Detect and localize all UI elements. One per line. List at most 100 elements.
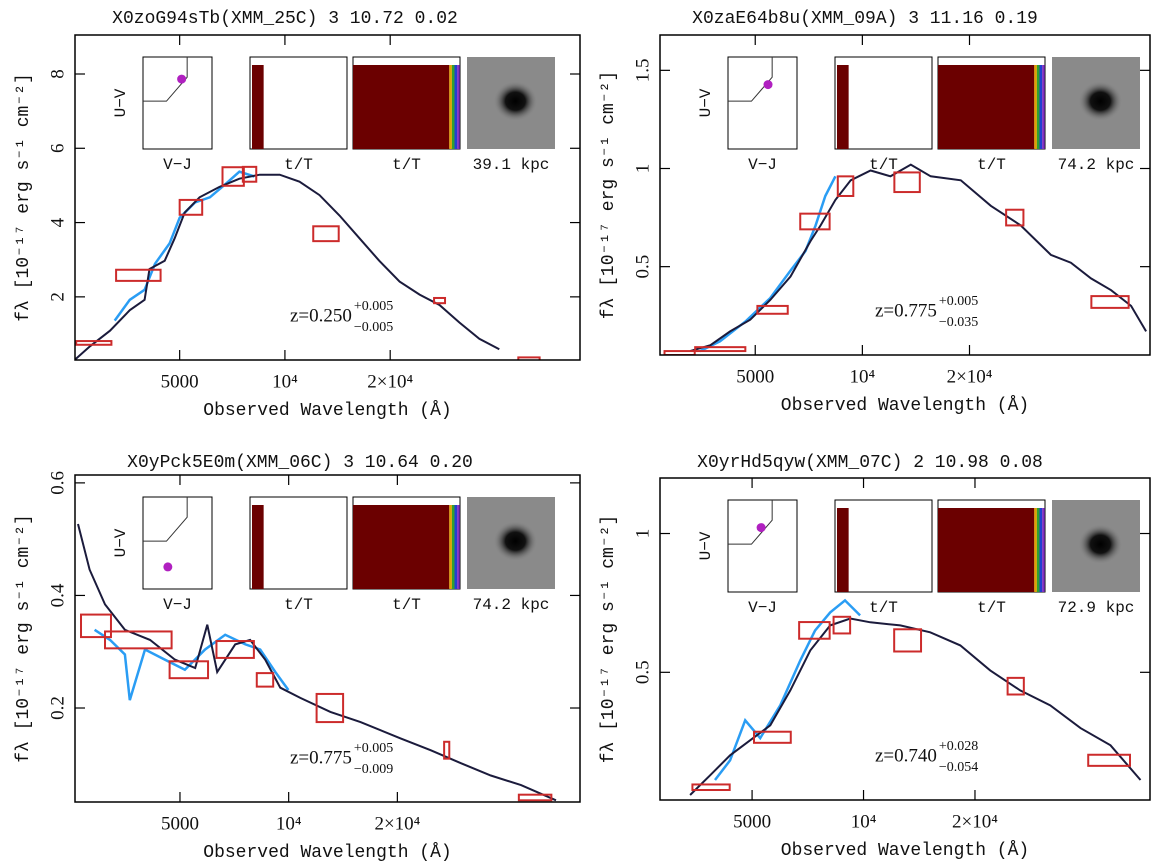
y-tick-label: 0.5 xyxy=(632,255,653,279)
plot-frame xyxy=(659,34,1151,356)
redshift-lower: −0.009 xyxy=(354,762,393,777)
sfh-inset xyxy=(249,496,348,590)
cum-stripe xyxy=(457,65,460,149)
panel: U−V V−J t/T t/T 39.1 kpc 5000 10⁴ 2×10⁴ 2 4 6 8 X0zo… xyxy=(14,9,581,421)
x-tick-label: 2×10⁴ xyxy=(952,811,998,832)
photometry-box xyxy=(315,692,345,724)
galaxy-blob xyxy=(493,81,538,122)
sfh-x-label: t/T xyxy=(284,156,313,174)
cum-stripe xyxy=(1042,508,1045,592)
sfh-x-label: t/T xyxy=(869,599,898,617)
photometry-box xyxy=(443,740,451,760)
photometry-box xyxy=(75,340,113,346)
redshift-upper: +0.005 xyxy=(354,299,393,314)
cum-stripe xyxy=(454,505,458,589)
plot-frame xyxy=(74,34,581,361)
photometry-box xyxy=(433,296,447,305)
photometry-box xyxy=(104,630,173,650)
y-axis-label: fλ [10⁻¹⁷ erg s⁻¹ cm⁻²] xyxy=(14,514,34,763)
model-line xyxy=(77,523,557,802)
y-tick-label: 0.2 xyxy=(47,696,68,720)
sfh-x-label: t/T xyxy=(869,156,898,174)
y-tick-label: 8 xyxy=(47,69,68,79)
y-tick-label: 0.5 xyxy=(632,660,653,684)
uvj-inset xyxy=(142,496,213,590)
photometry-box xyxy=(799,212,831,231)
x-tick-label: 5000 xyxy=(161,371,199,392)
size-label: 74.2 kpc xyxy=(473,596,550,614)
uvj-y-label: U−V xyxy=(112,528,130,557)
cum-stripe xyxy=(454,65,458,149)
plot-frame xyxy=(659,477,1151,801)
uvj-x-label: V−J xyxy=(748,156,777,174)
y-tick-label: 4 xyxy=(47,217,68,227)
chart-title: X0zoG94sTb(XMM_25C) 3 10.72 0.02 xyxy=(112,9,458,29)
cum-stripe xyxy=(449,65,452,149)
redshift-upper: +0.005 xyxy=(354,741,393,756)
redshift-label: z=0.775 xyxy=(875,300,937,321)
photometry-box xyxy=(255,672,275,688)
x-axis-label: Observed Wavelength (Å) xyxy=(203,842,451,863)
chart-title: X0yPck5E0m(XMM_06C) 3 10.64 0.20 xyxy=(127,453,473,473)
photometry-box xyxy=(178,198,204,216)
photometry-box xyxy=(756,304,789,315)
sfh-inset xyxy=(249,56,348,150)
uvj-boundary xyxy=(143,497,188,542)
y-tick-label: 0.4 xyxy=(47,583,68,607)
chart-title: X0yrHd5qyw(XMM_07C) 2 10.98 0.08 xyxy=(697,453,1043,473)
cum-stripe xyxy=(1034,65,1037,149)
cum-stripe xyxy=(1039,65,1043,149)
redshift-label: z=0.250 xyxy=(290,305,352,326)
uvj-y-label: U−V xyxy=(697,531,715,560)
sfh-fill xyxy=(252,505,264,589)
redshift-lower: −0.005 xyxy=(354,320,393,335)
plot-area xyxy=(689,598,1142,796)
photometry-box xyxy=(1087,753,1131,767)
panel: U−V V−J t/T t/T 72.9 kpc 5000 10⁴ 2×10⁴ 0.5 1 X0yr… xyxy=(599,453,1151,861)
cum-stripe xyxy=(1036,65,1040,149)
uvj-inset xyxy=(142,56,213,150)
x-tick-label: 2×10⁴ xyxy=(947,366,993,387)
y-axis-label: fλ [10⁻¹⁷ erg s⁻¹ cm⁻²] xyxy=(599,71,619,320)
x-tick-label: 2×10⁴ xyxy=(367,371,413,392)
x-tick-label: 5000 xyxy=(161,813,199,834)
cum-stripe xyxy=(451,505,455,589)
size-label: 72.9 kpc xyxy=(1058,599,1135,617)
model-line xyxy=(689,617,1142,796)
uvj-point xyxy=(177,74,187,84)
y-tick-label: 1.5 xyxy=(632,58,653,82)
uvj-inset xyxy=(727,499,798,593)
photometry-box xyxy=(694,346,747,353)
cum-fill xyxy=(938,65,1035,149)
x-axis-label: Observed Wavelength (Å) xyxy=(203,400,451,421)
cum-x-label: t/T xyxy=(392,596,421,614)
uvj-point xyxy=(763,80,773,90)
plot-area xyxy=(75,165,541,360)
cum-stripe xyxy=(1036,508,1040,592)
observed-spectrum xyxy=(714,598,861,781)
size-label: 74.2 kpc xyxy=(1058,156,1135,174)
uvj-y-label: U−V xyxy=(697,88,715,117)
cum-fill xyxy=(938,508,1035,592)
sfh-fill xyxy=(837,508,849,592)
uvj-x-label: V−J xyxy=(163,596,192,614)
cum-stripe xyxy=(1039,508,1043,592)
y-axis-label: fλ [10⁻¹⁷ erg s⁻¹ cm⁻²] xyxy=(599,515,619,764)
cum-x-label: t/T xyxy=(977,156,1006,174)
x-tick-label: 5000 xyxy=(736,366,774,387)
cum-fill xyxy=(353,65,450,149)
uvj-point xyxy=(756,523,766,533)
y-tick-label: 6 xyxy=(47,144,68,154)
uvj-x-label: V−J xyxy=(748,599,777,617)
photometry-box xyxy=(893,171,921,194)
cum-fill xyxy=(353,505,450,589)
photometry-box xyxy=(168,660,210,680)
photometry-box xyxy=(80,613,112,639)
plot-area xyxy=(77,523,557,802)
redshift-label: z=0.775 xyxy=(290,747,352,768)
uvj-inset xyxy=(727,56,798,150)
photometry-box xyxy=(215,640,255,659)
sfh-inset xyxy=(834,499,933,593)
observed-spectrum xyxy=(113,170,255,322)
